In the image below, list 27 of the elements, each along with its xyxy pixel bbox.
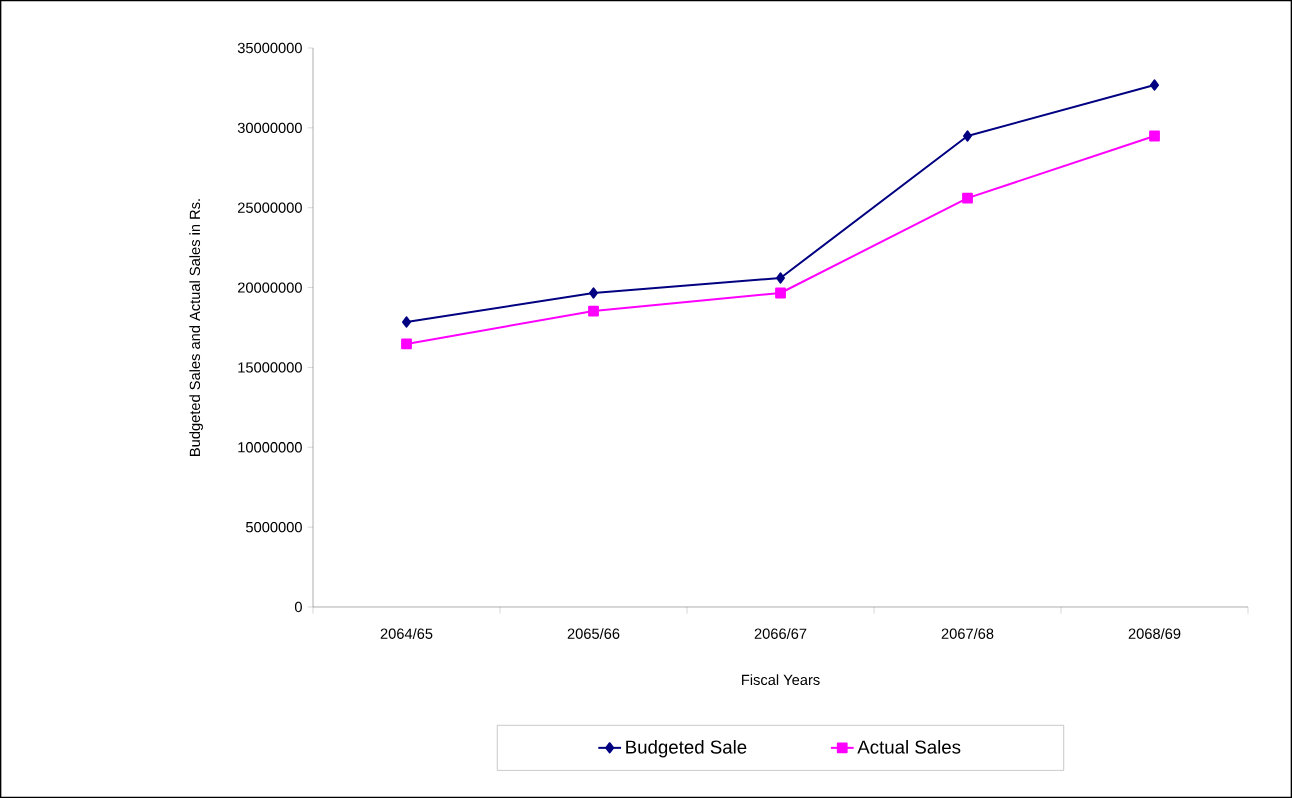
y-tick-label: 30000000 <box>237 122 302 134</box>
x-tick-label: 2068/69 <box>1128 628 1181 639</box>
point <box>401 338 412 350</box>
point <box>1149 130 1160 142</box>
point <box>962 192 973 204</box>
legend-label: Actual Sales <box>857 739 961 754</box>
y-tick-label: 25000000 <box>237 202 302 213</box>
x-tick-label: 2065/66 <box>567 628 620 639</box>
legend-label: Budgeted Sale <box>626 739 747 758</box>
x-tick-label: 2066/67 <box>754 628 807 639</box>
point <box>589 287 599 299</box>
point <box>963 130 972 142</box>
x-tick-label: 2064/65 <box>380 628 433 639</box>
y-tick-label: 0 <box>294 601 302 613</box>
point <box>775 287 786 299</box>
point <box>588 305 599 317</box>
point <box>402 316 412 328</box>
y-tick-label: 20000000 <box>237 282 302 293</box>
y-tick-label: 10000000 <box>238 442 302 453</box>
y-tick-label: 15000000 <box>238 362 302 373</box>
point <box>1150 79 1160 91</box>
x-tick-label: 2067/68 <box>941 628 994 639</box>
y-tick-label: 35000000 <box>237 42 302 54</box>
y-axis-title: Budgeted Sales and Actual Sales in Rs. <box>189 199 203 456</box>
point <box>776 272 786 284</box>
x-axis-title: Fiscal Years <box>742 674 820 686</box>
y-tick-label: 5000000 <box>246 521 302 533</box>
